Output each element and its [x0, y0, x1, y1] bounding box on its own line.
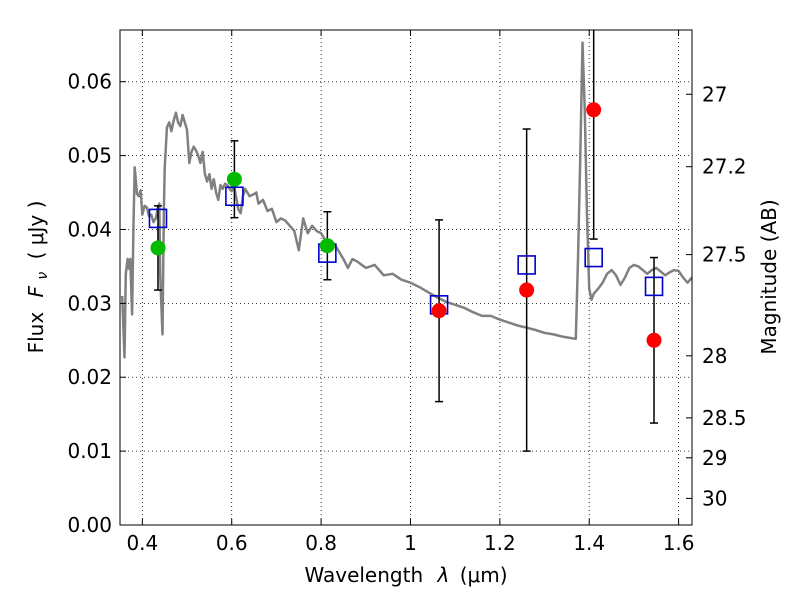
- observed-point-green: [150, 240, 166, 256]
- y2-tick-label: 28: [702, 344, 727, 368]
- y-axis-label-subscript: ν: [35, 272, 51, 280]
- y2-tick-label: 29: [702, 446, 727, 470]
- x-tick-label: 0.8: [305, 531, 337, 555]
- x-axis-label: Wavelength λ (μm): [304, 563, 507, 587]
- model-photometry-square: [644, 276, 664, 297]
- x-tick-label: 0.6: [216, 531, 248, 555]
- observed-point-red: [431, 303, 447, 319]
- y2-tick-label: 27.2: [702, 155, 747, 179]
- x-tick-label: 1.4: [573, 531, 605, 555]
- observed-points: [150, 102, 662, 348]
- x-axis-label-prefix: Wavelength: [304, 563, 423, 587]
- y2-tick-label: 27.5: [702, 243, 747, 267]
- x-axis-label-symbol: λ: [437, 563, 450, 587]
- model-photometry-square: [517, 255, 536, 275]
- y-tick-label: 0.00: [67, 513, 112, 537]
- y2-tick-label: 27: [702, 82, 727, 106]
- y-tick-label: 0.02: [67, 365, 112, 389]
- y2-axis-label: Magnitude (AB): [757, 199, 781, 354]
- y2-tick-label: 28.5: [702, 406, 747, 430]
- x-axis-label-unit: (μm): [460, 563, 508, 587]
- model-photometry-square: [225, 186, 244, 207]
- model-photometry-squares: [148, 186, 664, 315]
- spectrum-line: [120, 41, 693, 359]
- y-axis-label: Flux F ν ( μJy ): [24, 201, 52, 354]
- x-tick-label: 0.4: [126, 531, 158, 555]
- plot-frame: [119, 29, 693, 526]
- observed-point-green: [319, 238, 335, 254]
- model-spectrum: [120, 41, 693, 359]
- y-axis-label-symbol: F: [24, 285, 48, 297]
- y-tick-label: 0.04: [67, 217, 112, 241]
- x-tick-label: 1: [404, 531, 417, 555]
- observed-point-green: [226, 171, 242, 187]
- ticks: [120, 30, 692, 526]
- y-tick-label: 0.05: [67, 144, 112, 168]
- y-tick-label: 0.03: [67, 291, 112, 315]
- observed-point-red: [519, 282, 535, 298]
- x-tick-label: 1.6: [663, 531, 695, 555]
- observed-point-red: [586, 102, 602, 118]
- y-axis-label-unit: ( μJy ): [24, 201, 48, 260]
- y-tick-label: 0.01: [67, 439, 112, 463]
- model-photometry-square: [148, 208, 168, 229]
- y-axis-label-prefix: Flux: [24, 312, 48, 354]
- model-photometry-square: [584, 247, 603, 268]
- x-tick-label: 1.2: [484, 531, 516, 555]
- y-tick-label: 0.06: [67, 70, 112, 94]
- tick-labels: 0.4 0.6 0.8 1 1.2 1.4 1.6 0.00 0.01 0.02 0.03 0.04 0…: [67, 70, 746, 555]
- observed-point-red: [646, 332, 662, 348]
- y2-tick-label: 30: [702, 486, 727, 510]
